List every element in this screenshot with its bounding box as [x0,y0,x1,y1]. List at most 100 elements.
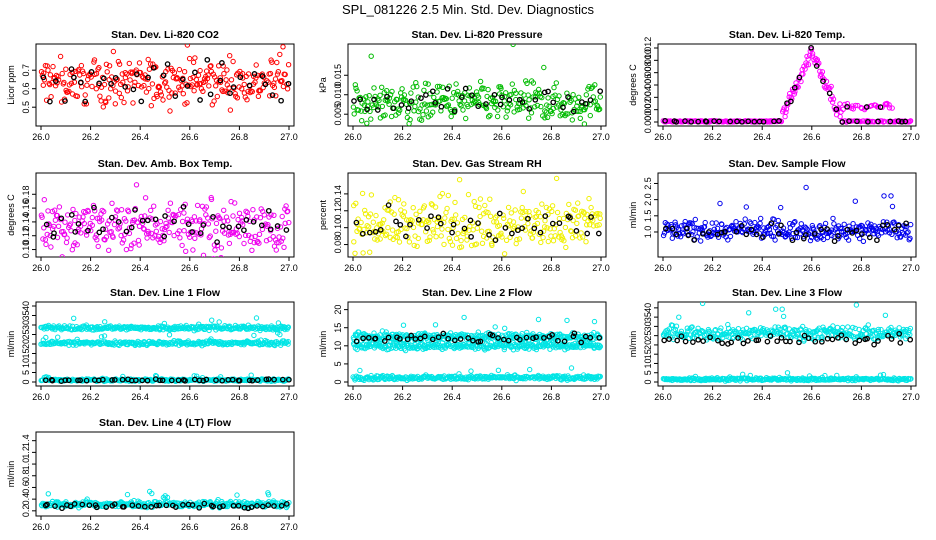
data-point [504,108,510,114]
highlight-point [541,89,548,96]
highlight-point [716,118,723,125]
data-point [261,222,267,229]
highlight-point [542,213,549,219]
data-point [841,221,847,228]
highlight-point [727,118,734,125]
data-point [426,237,432,244]
data-point [61,231,68,237]
data-point [236,210,243,217]
highlight-point [139,377,146,384]
highlight-point [753,231,760,238]
x-tick-label: 26.0 [654,132,672,142]
highlight-point [351,98,357,104]
data-point [211,98,217,104]
data-point [672,219,678,225]
highlight-point [62,98,68,104]
data-point [837,113,843,120]
highlight-point [691,237,697,243]
x-tick-label: 26.6 [803,392,821,402]
data-point [506,100,512,107]
highlight-point [499,94,505,101]
y-tick-label: 0.10 [21,241,31,259]
data-point [69,327,75,333]
highlight-point [818,226,824,233]
highlight-point [491,91,498,98]
highlight-point [829,336,836,343]
data-point [256,240,262,246]
data-point [446,235,452,242]
highlight-point [457,336,464,342]
highlight-point [51,230,57,237]
data-point [676,314,682,320]
x-tick-label: 26.2 [704,392,722,402]
highlight-point [185,221,192,228]
data-point [592,82,598,88]
data-point [903,224,910,230]
data-point [735,326,742,332]
highlight-point [865,118,871,125]
data-point [566,145,570,149]
data-point [195,72,202,78]
data-point [597,215,603,222]
data-point [513,90,519,96]
data-point [542,115,548,121]
data-point [126,60,133,67]
data-point [394,97,400,103]
data-point [445,102,452,108]
highlight-point [550,99,557,106]
data-point [365,99,371,105]
data-point [562,224,569,231]
data-point [817,68,823,75]
data-point [69,247,76,253]
plot-frame [657,172,917,258]
data-point [430,227,436,233]
data-point [740,371,746,377]
data-point [45,491,51,497]
panel-title: Stan. Dev. Line 4 (LT) Flow [99,417,232,429]
highlight-point [856,337,863,344]
data-point [406,239,413,245]
data-point [352,250,358,257]
highlight-point [196,377,203,384]
y-tick-label: 15 [333,323,343,333]
data-point [772,324,778,330]
highlight-point [47,98,53,105]
data-point [444,103,450,109]
y-tick-label: 0.6 [21,481,31,494]
data-point [151,203,157,209]
data-point [572,207,579,213]
highlight-point [495,335,501,341]
x-tick-label: 26.8 [543,263,561,273]
data-point [205,221,212,227]
highlight-point [122,84,129,90]
data-point [118,94,125,101]
data-point [207,233,214,239]
data-point [267,70,274,77]
data-point [804,53,810,60]
data-point [503,237,510,244]
highlight-point [745,338,751,344]
highlight-point [506,97,513,103]
x-tick-label: 26.0 [32,522,50,532]
highlight-point [888,336,895,342]
data-point [123,218,129,224]
data-point [574,220,580,227]
highlight-point [775,231,782,237]
data-point [536,86,542,93]
y-tick-label: 0.006 [643,74,653,97]
data-point [588,204,594,211]
plot-frame [657,301,917,387]
data-point [248,234,255,240]
data-point [54,212,60,219]
highlight-point [467,217,474,224]
data-point [179,242,185,249]
data-point [253,62,259,68]
x-tick-label: 26.0 [654,263,672,273]
highlight-point [846,118,852,124]
point-layer [38,315,292,385]
highlight-point [519,99,526,105]
data-point [553,80,559,86]
y-tick-label: 5 [333,361,343,366]
data-point [477,78,484,85]
highlight-point [407,221,413,228]
